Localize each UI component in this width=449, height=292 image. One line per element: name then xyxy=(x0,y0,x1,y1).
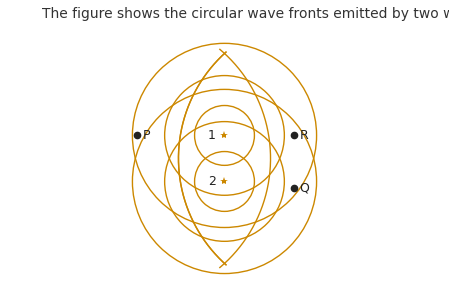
Text: Q: Q xyxy=(299,182,309,195)
Text: P: P xyxy=(143,129,150,142)
Text: R: R xyxy=(299,129,308,142)
Text: 2: 2 xyxy=(208,175,216,188)
Text: 1: 1 xyxy=(208,129,216,142)
Text: The figure shows the circular wave fronts emitted by two wave sources.: The figure shows the circular wave front… xyxy=(42,7,449,21)
